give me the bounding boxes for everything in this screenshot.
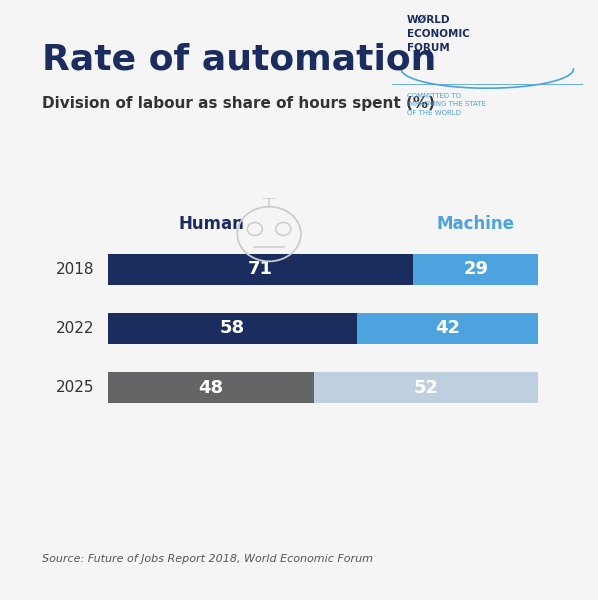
Text: 2022: 2022 (56, 321, 94, 336)
Text: Source: Future of Jobs Report 2018, World Economic Forum: Source: Future of Jobs Report 2018, Worl… (42, 554, 373, 564)
Text: Machine: Machine (437, 215, 515, 233)
Text: 2018: 2018 (56, 262, 94, 277)
Bar (315, 372, 538, 403)
Text: 71: 71 (248, 260, 273, 278)
Text: 29: 29 (463, 260, 489, 278)
Bar (108, 254, 413, 285)
Bar (108, 313, 358, 344)
Bar (108, 372, 315, 403)
Text: Rate of automation: Rate of automation (42, 42, 436, 76)
Text: 42: 42 (435, 319, 460, 337)
Text: 58: 58 (220, 319, 245, 337)
Text: COMMITTED TO
IMPROVING THE STATE
OF THE WORLD: COMMITTED TO IMPROVING THE STATE OF THE … (407, 93, 486, 116)
Bar (413, 254, 538, 285)
Text: Human: Human (178, 215, 244, 233)
Text: WØRLD
ECONOMIC
FORUM: WØRLD ECONOMIC FORUM (407, 15, 469, 53)
Text: 48: 48 (199, 379, 224, 397)
Bar (358, 313, 538, 344)
Text: 2025: 2025 (56, 380, 94, 395)
Text: 52: 52 (414, 379, 439, 397)
Text: Division of labour as share of hours spent (%): Division of labour as share of hours spe… (42, 96, 435, 111)
